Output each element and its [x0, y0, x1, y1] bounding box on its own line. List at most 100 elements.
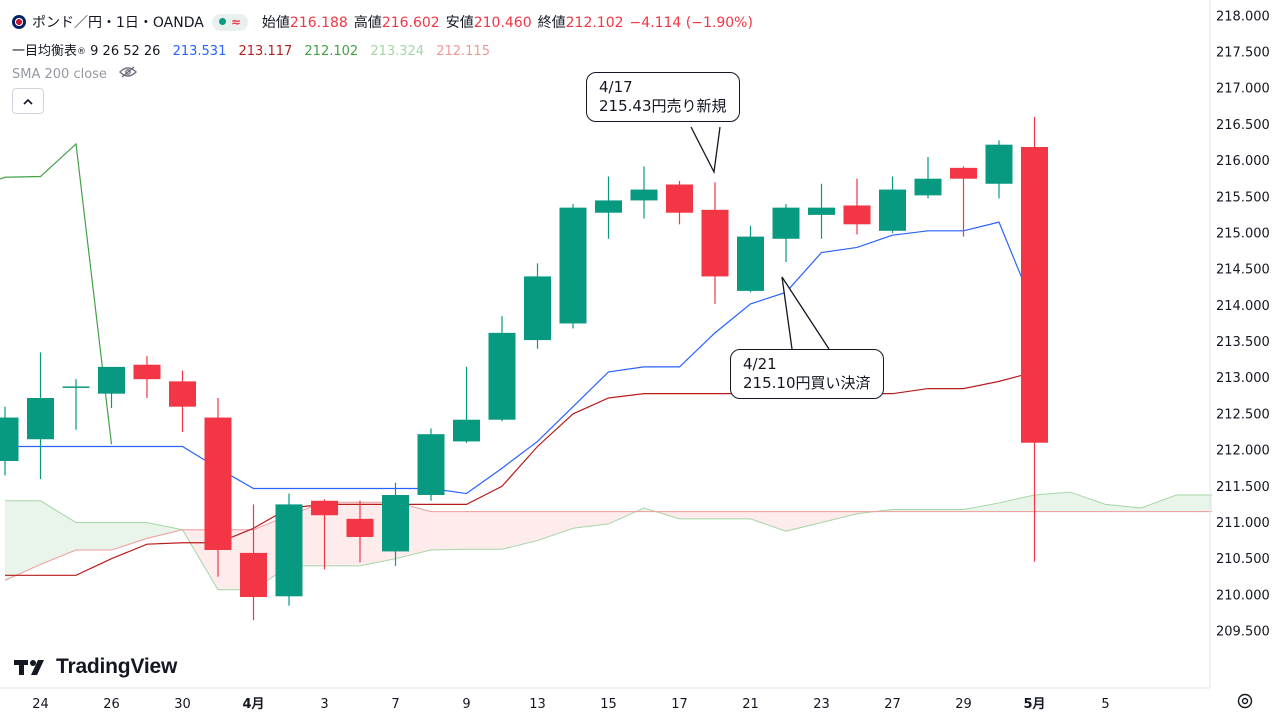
time-tick-label: 27	[884, 697, 901, 712]
open-value: 216.188	[289, 15, 348, 31]
eye-off-icon[interactable]	[119, 66, 137, 82]
candle	[346, 500, 374, 563]
cloud-segment	[147, 522, 183, 539]
candle	[275, 493, 303, 606]
cloud-segment	[821, 511, 857, 523]
candle	[1021, 117, 1048, 562]
cloud-segment	[679, 511, 715, 519]
candle-body	[133, 364, 161, 380]
candle-body	[0, 417, 19, 461]
buy-callout-pointer	[781, 276, 830, 350]
candle	[240, 504, 267, 621]
cloud-segment	[786, 511, 822, 532]
tradingview-logo[interactable]: TradingView	[14, 654, 177, 680]
candle-body	[808, 207, 835, 215]
close-value: 212.102	[565, 15, 624, 31]
price-tick-label: 214.500	[1216, 263, 1270, 278]
sell-entry-text: 215.43円売り新規	[599, 97, 727, 115]
time-tick-label: 17	[671, 697, 688, 712]
candle-body	[382, 494, 409, 552]
sell-entry-callout: 4/17 215.43円売り新規	[586, 72, 740, 122]
time-tick-label: 23	[813, 697, 830, 712]
time-tick-label: 4月	[242, 697, 264, 712]
ichimoku-label: 一目均衡表	[12, 44, 78, 59]
candle	[595, 176, 622, 239]
candle-body	[275, 504, 303, 597]
time-tick-label: 5月	[1023, 697, 1045, 712]
price-tick-label: 210.500	[1216, 552, 1270, 567]
price-tick-label: 214.000	[1216, 299, 1270, 314]
candle-body	[914, 178, 942, 196]
candle	[169, 370, 196, 433]
candle	[488, 316, 516, 422]
ichimoku-legend-row[interactable]: 一目均衡表® 9 26 52 26 213.531 213.117 212.10…	[12, 44, 490, 59]
sell-entry-date: 4/17	[599, 78, 633, 96]
price-axis: 209.500 210.000 210.500 211.000 211.500 212.0…	[1209, 0, 1270, 688]
candle	[98, 366, 125, 409]
cloud-segment	[40, 500, 76, 565]
low-label: 安値	[445, 15, 474, 31]
candle-body	[985, 144, 1013, 184]
time-tick-label: 9	[462, 697, 470, 712]
price-tick-label: 216.500	[1216, 118, 1270, 133]
candle-body	[240, 552, 267, 598]
chikou-line	[0, 142, 113, 445]
candle-body	[737, 236, 764, 291]
collapse-legend-button[interactable]	[12, 88, 44, 114]
sell-callout-pointer	[690, 126, 721, 175]
cloud-segment	[76, 522, 112, 550]
candle	[985, 140, 1013, 199]
cloud-segment	[750, 511, 786, 532]
price-tick-label: 218.000	[1216, 9, 1270, 24]
candle-body	[595, 200, 622, 213]
tradingview-logo-icon	[14, 660, 44, 675]
candle	[0, 406, 19, 476]
high-label: 高値	[353, 15, 382, 31]
symbol-title[interactable]: ポンド／円・1日・OANDA	[32, 15, 204, 31]
market-status-badge[interactable]: ≈	[211, 14, 248, 31]
candle	[62, 379, 90, 430]
candle	[772, 204, 800, 262]
time-tick-label: 26	[103, 697, 120, 712]
symbol-legend-row: ポンド／円・1日・OANDA ≈ 始値216.188 高値216.602 安値210.4…	[12, 12, 753, 32]
candle-body	[62, 386, 90, 388]
buy-exit-date: 4/21	[743, 355, 777, 373]
candle-body	[1021, 147, 1048, 443]
change-value: −4.114 (−1.90%)	[629, 15, 753, 31]
candle-body	[559, 207, 587, 324]
candle	[701, 182, 729, 304]
price-tick-label: 210.000	[1216, 588, 1270, 603]
close-label: 終値	[537, 15, 566, 31]
approx-icon: ≈	[230, 15, 241, 29]
candle-body	[488, 332, 516, 420]
cloud-segment	[1070, 492, 1106, 512]
price-tick-label: 212.000	[1216, 444, 1270, 459]
time-tick-label: 3	[320, 697, 328, 712]
cloud-segment	[466, 511, 502, 550]
sma-legend-row[interactable]: SMA 200 close	[12, 66, 137, 82]
cloud-segment	[892, 509, 928, 512]
buy-exit-text: 215.10円買い決済	[743, 374, 871, 392]
cloud-segment	[111, 522, 147, 550]
candle-body	[666, 184, 693, 213]
time-tick-label: 15	[600, 697, 617, 712]
candle	[204, 398, 232, 577]
sma-label: SMA 200 close	[12, 67, 107, 82]
price-tick-label: 215.500	[1216, 190, 1270, 205]
time-tick-label: 24	[32, 697, 49, 712]
candle	[666, 180, 693, 225]
price-tick-label: 209.500	[1216, 625, 1270, 640]
chikou-value: 212.102	[304, 44, 359, 59]
candle-body	[169, 381, 196, 407]
cloud-segment	[5, 500, 41, 581]
cloud-segment	[1105, 504, 1141, 512]
candle	[879, 176, 906, 233]
candle	[559, 204, 587, 329]
chevron-up-icon	[23, 98, 33, 105]
settings-gear-icon[interactable]	[1236, 692, 1254, 710]
cloud-segment	[928, 509, 964, 512]
cloud-segment	[324, 502, 360, 566]
span-b-value: 212.115	[436, 44, 490, 59]
